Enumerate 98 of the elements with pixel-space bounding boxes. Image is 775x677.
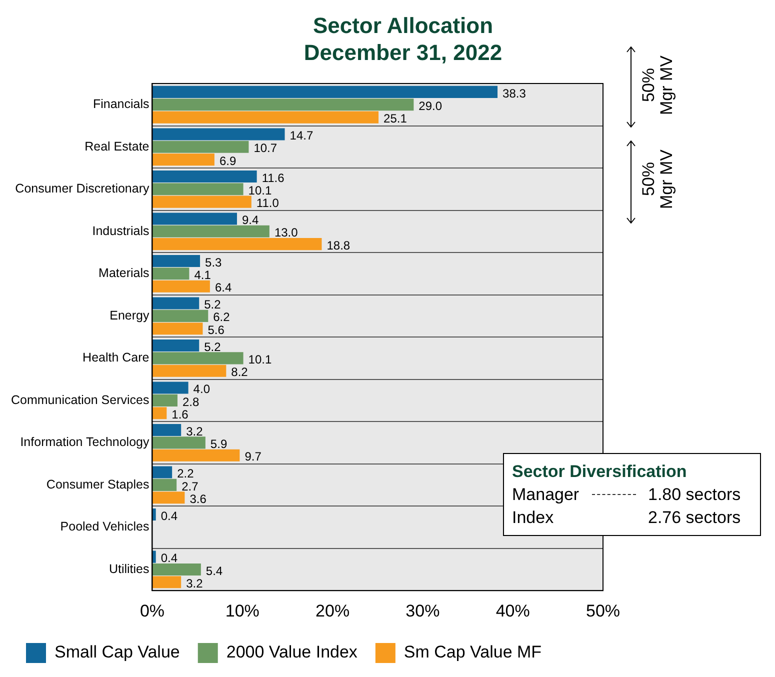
data-label: 10.1 (248, 183, 272, 198)
bar (152, 254, 200, 268)
bar (152, 550, 156, 563)
bar (152, 170, 257, 182)
data-label: 5.2 (204, 298, 222, 312)
data-label: 11.0 (256, 196, 280, 210)
bar (152, 280, 210, 292)
y-tick-label: Energy (110, 308, 150, 322)
y-tick-label: Information Technology (20, 435, 150, 450)
bar (152, 196, 252, 208)
data-label: 4.1 (194, 268, 212, 282)
data-label: 4.0 (193, 382, 210, 396)
bar (152, 436, 206, 449)
data-label: 11.6 (262, 170, 285, 185)
data-label: 10.7 (254, 141, 278, 156)
text: 2.76 sectors (648, 507, 741, 529)
data-label: 3.2 (186, 576, 204, 590)
bar (152, 111, 379, 124)
bar (152, 140, 249, 153)
bar (152, 449, 240, 462)
x-tick-label: 20% (316, 601, 350, 620)
data-label: 38.3 (502, 86, 526, 100)
y-tick-label: Communication Services (10, 392, 150, 407)
y-tick-label: Consumer Staples (46, 477, 150, 492)
chart-title: Sector Allocation (312, 12, 494, 39)
y-tick-label: Industrials (92, 224, 150, 238)
data-label: 8.2 (231, 365, 248, 380)
bar (152, 394, 178, 406)
data-label: 9.7 (244, 450, 262, 464)
data-label: 29.0 (418, 98, 442, 113)
bar (152, 466, 172, 478)
bar (152, 268, 190, 280)
data-label: 14.7 (290, 128, 314, 143)
bar (152, 424, 182, 436)
bar (152, 183, 244, 196)
bar (152, 212, 237, 225)
y-tick-label: Materials (98, 266, 150, 280)
bar (152, 364, 226, 377)
text: 1.80 sectors (648, 484, 741, 506)
data-label: 2.2 (177, 466, 194, 481)
bar (152, 478, 177, 491)
y-tick-label: Real Estate (84, 139, 150, 154)
bar (152, 238, 322, 250)
data-label: 6.2 (213, 310, 230, 324)
bar (152, 382, 188, 394)
x-tick-label: 50% (586, 601, 620, 620)
y-tick-label: Utilities (108, 562, 150, 576)
chart-subtitle: December 31, 2022 (302, 39, 504, 66)
bar (152, 86, 498, 98)
data-label: 25.1 (384, 112, 408, 126)
data-label: 13.0 (274, 226, 298, 240)
data-label: 5.9 (210, 437, 228, 452)
data-label: 0.4 (160, 551, 178, 566)
annotation: Index (512, 507, 555, 529)
x-tick-label: 10% (225, 601, 260, 620)
data-label: 5.6 (208, 322, 225, 337)
y-tick-label: Consumer Discretionary (15, 182, 150, 196)
data-label: 9.4 (242, 213, 259, 228)
data-label: 18.8 (326, 238, 350, 252)
bar (152, 225, 270, 238)
bar (152, 297, 200, 310)
data-label: 5.2 (204, 340, 222, 354)
bar (152, 98, 414, 111)
data-label: 0.4 (160, 508, 178, 523)
bar (152, 310, 208, 322)
bar (152, 492, 185, 504)
data-label: 3.2 (186, 424, 204, 438)
legend-label: 2000 Value Index (226, 642, 358, 662)
data-label: 2.8 (182, 394, 200, 409)
x-tick-label: 30% (406, 601, 440, 620)
x-tick-label: 40% (496, 601, 530, 620)
bar (152, 407, 167, 420)
bar (152, 576, 182, 588)
text: 50% Mgr MV (639, 148, 676, 210)
data-label: 1.6 (172, 407, 189, 422)
bar (152, 339, 200, 352)
x-tick-label: 0% (140, 601, 165, 620)
bar (152, 352, 244, 364)
data-label: 5.3 (205, 255, 222, 270)
data-label: 6.9 (219, 154, 236, 168)
bar (152, 508, 156, 521)
data-label: 5.4 (206, 564, 223, 578)
bar (152, 322, 203, 335)
y-tick-label: Financials (92, 97, 150, 112)
legend-label: Sm Cap Value MF (404, 642, 542, 662)
data-label: 10.1 (248, 352, 272, 366)
legend-label: Small Cap Value (54, 642, 180, 662)
bar (152, 128, 285, 140)
y-tick-label: Pooled Vehicles (60, 520, 150, 534)
data-label: 6.4 (214, 280, 232, 295)
data-label: 3.6 (190, 492, 207, 506)
bar (152, 563, 201, 576)
bar (152, 154, 214, 166)
y-tick-label: Health Care (82, 350, 150, 365)
data-label: 2.7 (182, 479, 199, 494)
annotation: Manager (512, 484, 580, 506)
annotation: Sector Diversification (512, 461, 688, 483)
text: 50% Mgr MV (639, 54, 676, 116)
